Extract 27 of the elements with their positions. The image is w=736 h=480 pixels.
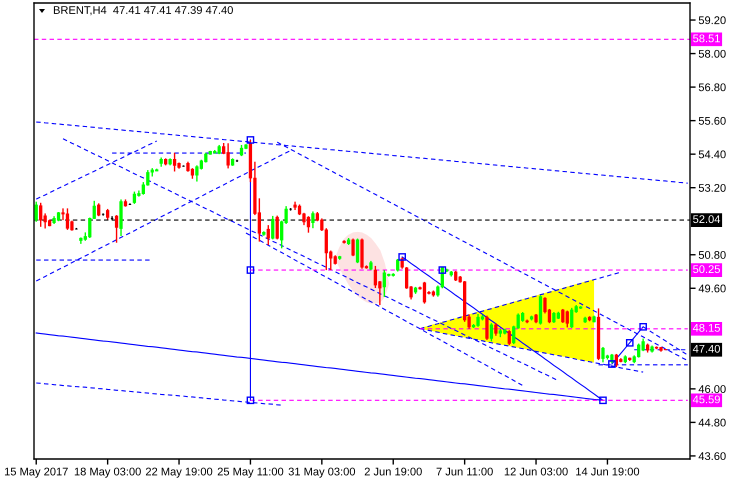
x-tick-label: 14 Jun 19:00 [576, 468, 640, 476]
ref-line-label: 58.51 [693, 34, 720, 42]
y-tick-label: 43.60 [698, 452, 726, 460]
y-tick-label: 55.60 [698, 116, 726, 125]
ref-line-label: 52.04 [693, 215, 720, 224]
data-label: 48.15 [692, 324, 720, 332]
data-label: 50.25 [693, 265, 720, 274]
annotation: 47.40 [692, 344, 720, 353]
x-tick-label: 7 Jun 11:00 [436, 468, 493, 476]
y-tick-label: 44.80 [698, 418, 726, 427]
data-label: 45.59 [692, 395, 720, 404]
x-tick-label: 18 May 03:00 [74, 468, 141, 478]
y-tick-label: 49.60 [698, 284, 726, 292]
x-tick-label: 31 May 03:00 [288, 468, 356, 478]
y-tick-label: 56.80 [698, 83, 726, 92]
y-tick-label: 54.40 [698, 150, 726, 158]
x-tick-label: 25 May 11:00 [218, 468, 284, 478]
x-tick-label: 22 May 19:00 [146, 468, 212, 478]
y-tick-label: 53.20 [698, 184, 726, 192]
x-tick-label: 15 May 2017 [4, 468, 68, 478]
x-tick-label: 12 Jun 03:00 [504, 468, 568, 476]
x-tick-label: 2 Jun 19:00 [364, 468, 422, 476]
chart-title: BRENT,H4 47.41 47.41 47.39 47.40 [54, 6, 233, 16]
y-tick-label: 59.20 [698, 16, 726, 24]
y-tick-label: 46.00 [698, 385, 726, 394]
y-tick-label: 50.80 [698, 251, 726, 259]
y-tick-label: 58.00 [698, 50, 726, 58]
